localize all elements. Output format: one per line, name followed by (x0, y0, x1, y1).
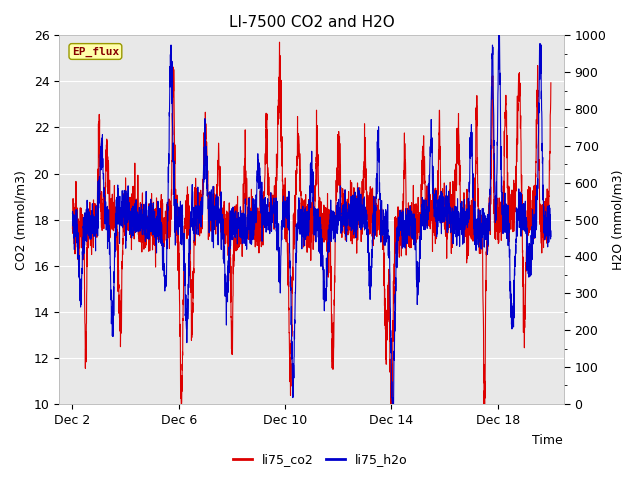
Title: LI-7500 CO2 and H2O: LI-7500 CO2 and H2O (228, 15, 394, 30)
Text: Time: Time (532, 434, 563, 447)
Y-axis label: CO2 (mmol/m3): CO2 (mmol/m3) (15, 169, 28, 270)
Text: EP_flux: EP_flux (72, 47, 119, 57)
Y-axis label: H2O (mmol/m3): H2O (mmol/m3) (612, 169, 625, 270)
Legend: li75_co2, li75_h2o: li75_co2, li75_h2o (228, 448, 412, 471)
